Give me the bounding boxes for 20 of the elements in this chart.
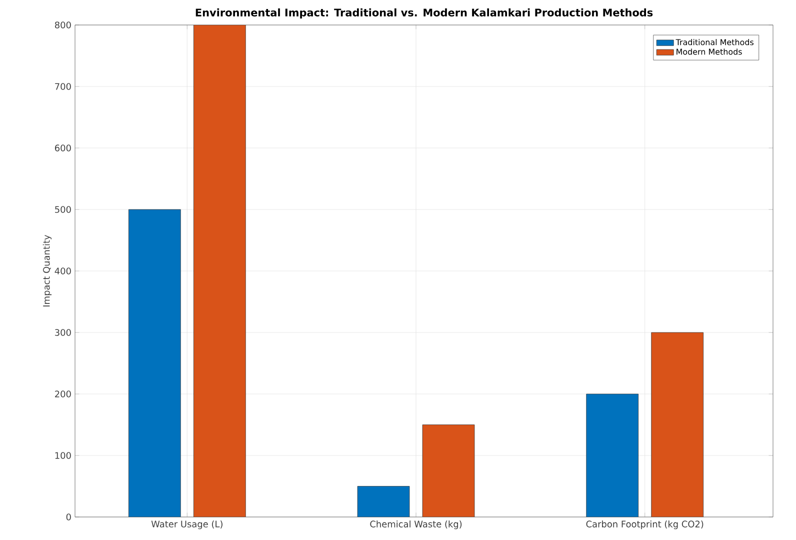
- y-axis-title: Impact Quantity: [42, 234, 52, 306]
- bar: [651, 332, 704, 517]
- y-tick-label: 400: [54, 268, 71, 274]
- x-tick-label: Water Usage (L): [151, 520, 222, 530]
- bar: [357, 486, 410, 517]
- y-tick-label: 300: [55, 329, 71, 336]
- bar: [422, 424, 475, 517]
- y-tick-label: 800: [54, 22, 71, 28]
- x-tick-label: Chemical Waste (kg): [370, 520, 462, 530]
- bar: [128, 209, 181, 517]
- bar: [586, 394, 639, 517]
- y-tick-label: 500: [55, 206, 71, 213]
- x-tick-label: Carbon Footprint (kg CO2): [586, 520, 704, 530]
- chart-title: Environmental Impact: Traditional vs. Modern Kalamkari Production Methods: [196, 8, 653, 18]
- y-tick-label: 100: [55, 452, 71, 459]
- y-tick-label: 700: [55, 83, 71, 90]
- y-tick-label: 200: [55, 390, 71, 398]
- bar: [193, 24, 246, 517]
- y-tick-label: 0: [66, 514, 71, 520]
- y-tick-label: 600: [55, 144, 71, 152]
